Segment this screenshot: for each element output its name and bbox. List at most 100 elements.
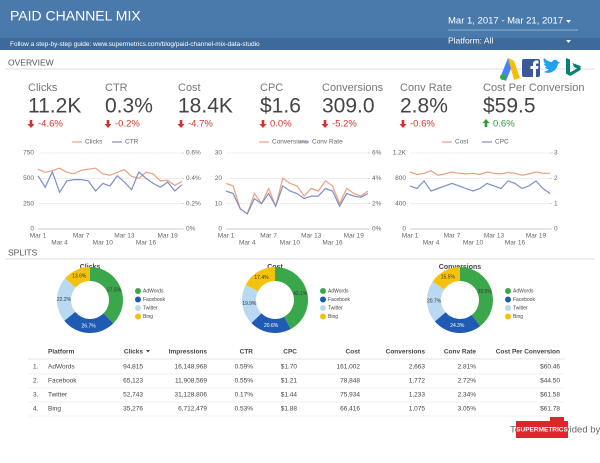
table-cell: 4. — [33, 406, 39, 413]
x-tick-label: Mar 7 — [73, 233, 90, 240]
line-series — [225, 177, 369, 215]
platform-filter[interactable]: Platform: All — [448, 35, 493, 45]
dropdown-arrow[interactable] — [566, 20, 571, 23]
table-cell: 2.81% — [458, 364, 477, 371]
kpi-change: -0.2% — [115, 119, 140, 130]
kpi-arrow — [27, 120, 35, 128]
table-cell: $1.21 — [281, 378, 298, 385]
logo-badge — [516, 421, 568, 438]
y2-tick-label: 0.4% — [186, 175, 201, 182]
facebook-logo — [530, 60, 539, 77]
kpi-label: Cost Per Conversion — [483, 82, 585, 94]
x-tick-label: Mar 13 — [114, 233, 135, 240]
column-header[interactable]: Cost — [346, 349, 361, 356]
kpi-arrow — [399, 120, 407, 128]
column-header[interactable]: Cost Per Conversion — [496, 349, 560, 356]
y-tick-label: 0 — [30, 226, 34, 233]
column-header[interactable]: Conv Rate — [444, 349, 477, 356]
y2-tick-label: 2% — [372, 200, 382, 207]
legend-swatch — [320, 288, 326, 294]
column-header[interactable]: CTR — [240, 349, 254, 356]
line-series — [37, 167, 183, 187]
slice-label: 13.6% — [72, 274, 87, 280]
table-cell: 11,908,569 — [175, 378, 207, 385]
table-cell: 6,712,479 — [178, 406, 207, 413]
legend-swatch — [320, 296, 326, 303]
column-header[interactable]: CPC — [283, 349, 297, 356]
donut-slice — [275, 267, 308, 330]
legend-label: AdWords — [143, 288, 164, 294]
x-tick-label: Mar 19 — [526, 233, 547, 240]
kpi-label: Cost — [178, 82, 201, 94]
table-cell: 0.59% — [235, 364, 254, 371]
x-tick-label: Mar 7 — [260, 233, 277, 240]
donut-slice — [251, 313, 291, 333]
y2-tick-label: 0.2% — [186, 200, 201, 207]
legend-label: Facebook — [143, 297, 165, 303]
table-cell: $61.78 — [540, 406, 560, 413]
legend-label: Facebook — [328, 297, 350, 303]
slice-label: 26.7% — [82, 323, 97, 329]
legend-swatch — [135, 296, 141, 303]
donut-slice — [64, 311, 114, 333]
line-series — [225, 184, 369, 215]
x-tick-label: Mar 10 — [463, 240, 484, 247]
kpi-label: Clicks — [28, 82, 58, 94]
x-tick-label: Mar 7 — [444, 233, 461, 240]
kpi-arrow — [104, 120, 112, 128]
donut-slice — [242, 284, 262, 324]
legend-swatch — [320, 305, 326, 311]
y2-tick-label: 0.6% — [186, 150, 201, 157]
legend-label: Twitter — [513, 305, 528, 311]
slice-label: 17.4% — [254, 275, 269, 281]
column-header[interactable]: Conversions — [386, 349, 426, 356]
date-range[interactable]: Mar 1, 2017 - Mar 21, 2017 — [448, 16, 563, 27]
column-header[interactable]: Impressions — [169, 349, 208, 356]
y-tick-label: 0 — [218, 226, 222, 233]
legend-label: Facebook — [513, 297, 535, 303]
guide-link[interactable]: Follow a step-by-step guide: www.superme… — [10, 41, 260, 48]
legend-label: Conversions — [272, 139, 309, 146]
line-series — [37, 170, 183, 194]
table-cell: 0.55% — [235, 378, 254, 385]
table-cell: 161,002 — [337, 364, 361, 371]
y2-tick-label: 2 — [554, 175, 558, 182]
table-cell: 1,772 — [409, 378, 426, 385]
table-cell: 2.72% — [458, 378, 477, 385]
kpi-value: 0.3% — [105, 95, 153, 118]
y2-tick-label: 6% — [372, 150, 382, 157]
table-cell: 1,233 — [409, 392, 426, 399]
legend-label: CPC — [495, 139, 509, 146]
legend-label: Twitter — [143, 305, 158, 311]
kpi-change: 0.6% — [493, 119, 515, 130]
table-cell: $44.50 — [540, 378, 560, 385]
table-cell: 3.05% — [458, 406, 477, 413]
table-cell: $1.88 — [281, 406, 298, 413]
table-cell: 2,663 — [409, 364, 426, 371]
table-cell: $61.58 — [540, 392, 560, 399]
kpi-label: CTR — [105, 82, 128, 94]
kpi-arrow — [321, 120, 329, 128]
sort-indicator[interactable] — [146, 350, 150, 353]
slice-label: 15.5% — [441, 274, 456, 280]
y-tick-label: 30 — [215, 150, 223, 157]
adwords-logo — [508, 58, 520, 80]
dropdown-arrow[interactable] — [566, 40, 571, 43]
column-header[interactable]: Clicks — [124, 349, 144, 356]
x-tick-label: Mar 16 — [136, 240, 157, 247]
legend-swatch — [135, 313, 141, 320]
table-cell: AdWords — [48, 364, 75, 371]
logo-badge — [550, 417, 564, 421]
section-title: OVERVIEW — [8, 57, 54, 67]
kpi-change: -0.6% — [410, 119, 435, 130]
donut-slice — [65, 267, 90, 288]
donut-slice — [90, 267, 124, 324]
column-header[interactable]: Platform — [48, 349, 75, 356]
table-cell: 75,934 — [340, 392, 360, 399]
donut-slice — [57, 278, 76, 321]
table-cell: 1. — [33, 364, 39, 371]
table-cell: 35,276 — [123, 406, 143, 413]
header-title: PAID CHANNEL MIX — [10, 8, 141, 24]
x-tick-label: Mar 1 — [402, 233, 419, 240]
